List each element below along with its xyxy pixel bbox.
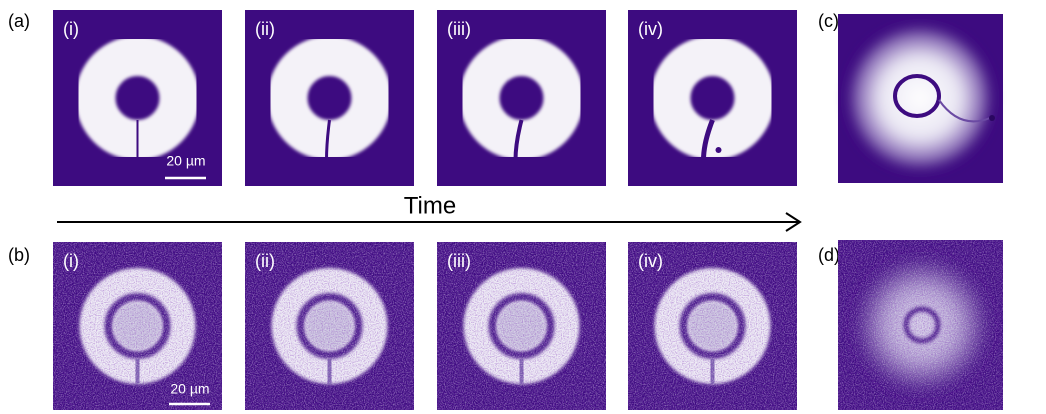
spiral	[938, 99, 991, 123]
defect	[989, 115, 995, 121]
noise	[245, 242, 414, 410]
panel-label: (c)	[818, 11, 839, 31]
panel-label: (b)	[8, 245, 30, 265]
sub-label: (ii)	[255, 251, 275, 271]
arrow-head	[785, 212, 802, 232]
scale-bar-label: 20 µm	[170, 381, 209, 397]
sub-label: (i)	[63, 19, 79, 39]
noise	[53, 242, 222, 410]
noise	[838, 240, 1003, 410]
slit	[325, 119, 331, 161]
panel-label: (a)	[8, 11, 30, 31]
sub-label: (i)	[63, 251, 79, 271]
annulus	[459, 36, 584, 160]
slit	[513, 119, 524, 161]
time-label: Time	[404, 192, 456, 219]
noise	[628, 242, 797, 410]
sub-label: (ii)	[255, 19, 275, 39]
slit	[701, 119, 715, 161]
panel-label: (d)	[818, 245, 840, 265]
sub-label: (iv)	[638, 19, 663, 39]
sub-label: (iii)	[447, 251, 471, 271]
noise	[437, 242, 606, 410]
sub-label: (iv)	[638, 251, 663, 271]
annulus	[650, 36, 775, 160]
dark-ring	[893, 74, 941, 118]
glow	[848, 26, 992, 170]
defect	[715, 147, 722, 153]
sub-label: (iii)	[447, 19, 471, 39]
scale-bar-label: 20 µm	[166, 153, 205, 169]
annulus	[267, 36, 392, 160]
